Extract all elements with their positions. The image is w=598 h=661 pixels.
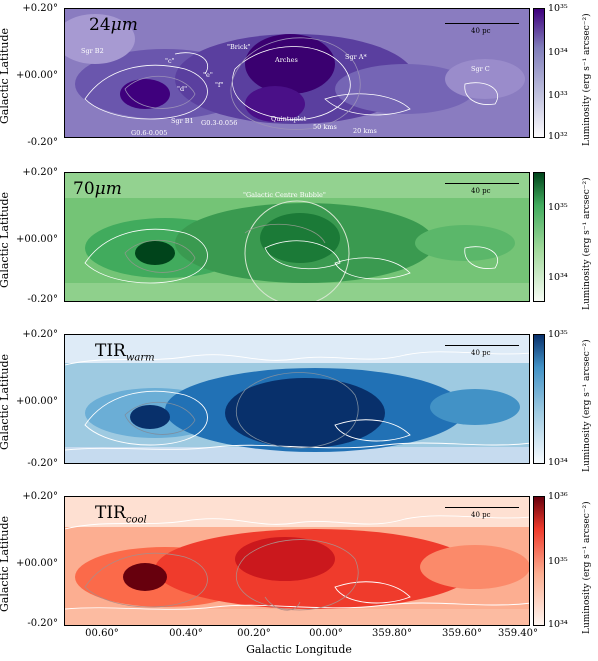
annotation-sgr-b1: Sgr B1: [171, 117, 194, 125]
annotation-f: "f": [215, 81, 224, 89]
colorbar-24um: [533, 8, 545, 138]
cb-tick: 10³⁶: [548, 491, 568, 502]
xtick: 00.60°: [85, 628, 119, 639]
annotation-50kms: 50 kms: [313, 123, 337, 131]
annotation-20kms: 20 kms: [353, 127, 377, 135]
annotation-d: "d": [177, 85, 188, 93]
band-label: 24μm: [89, 15, 138, 35]
annotation-sgr-b2: Sgr B2: [81, 47, 104, 55]
scale-bar: [445, 23, 519, 24]
ytick-top: +0.20°: [22, 167, 58, 178]
ytick-mid: +00.00°: [15, 396, 58, 407]
ytick-mid: +00.00°: [15, 234, 58, 245]
ytick-top: +0.20°: [22, 329, 58, 340]
ytick-bottom: -0.20°: [27, 137, 58, 148]
annotation-g0.3: G0.3-0.056: [201, 119, 238, 127]
ytick-bottom: -0.20°: [27, 618, 58, 629]
cb-tick: 10³²: [548, 131, 568, 142]
cb-tick: 10³⁴: [548, 619, 568, 630]
scale-bar-label: 40 pc: [471, 349, 491, 357]
cb-tick: 10³⁴: [548, 457, 568, 468]
cb-tick: 10³⁵: [548, 556, 568, 567]
scale-bar: [445, 183, 519, 184]
annotation-gc-bubble: "Galactic Centre Bubble": [243, 191, 326, 199]
ytick-top: +0.20°: [22, 491, 58, 502]
ytick-mid: +00.00°: [15, 558, 58, 569]
annotation-quintuplet: Quintuplet: [271, 115, 307, 123]
map-tir-warm-image: [65, 335, 529, 463]
colorbar-label: Luminosity (erg s⁻¹ arcsec⁻²): [582, 13, 592, 146]
y-axis-label: Galactic Latitude: [0, 191, 11, 288]
x-axis-label: Galactic Longitude: [246, 643, 352, 656]
ytick-mid: +00.00°: [15, 70, 58, 81]
ytick-top: +0.20°: [22, 3, 58, 14]
band-label: TIRwarm: [95, 341, 155, 364]
y-axis-label: Galactic Latitude: [0, 353, 11, 450]
scale-bar-label: 40 pc: [471, 27, 491, 35]
scale-bar-label: 40 pc: [471, 187, 491, 195]
colorbar-label: Luminosity (erg s⁻¹ arcsec⁻²): [582, 501, 592, 634]
colorbar-tir-cool: [533, 496, 545, 626]
scale-bar: [445, 507, 519, 508]
band-label: 70μm: [73, 179, 122, 199]
annotation-c: "c": [165, 57, 175, 65]
map-tir-cool: TIRcool 40 pc: [64, 496, 530, 626]
colorbar-70um: [533, 172, 545, 302]
y-axis-label: Galactic Latitude: [0, 515, 11, 612]
cb-tick: 10³⁵: [548, 202, 568, 213]
cb-tick: 10³⁴: [548, 272, 568, 283]
ytick-bottom: -0.20°: [27, 294, 58, 305]
cb-tick: 10³⁵: [548, 329, 568, 340]
band-label: TIRcool: [95, 503, 147, 526]
ytick-bottom: -0.20°: [27, 458, 58, 469]
xtick: 359.40°: [498, 628, 538, 639]
map-tir-warm: TIRwarm 40 pc: [64, 334, 530, 464]
cb-tick: 10³⁴: [548, 47, 568, 58]
colorbar-label: Luminosity (erg s⁻¹ arcsec⁻²): [582, 177, 592, 310]
annotation-g0.6: G0.6-0.005: [131, 129, 168, 137]
annotation-sgr-a: Sgr A*: [345, 53, 367, 61]
xtick: 00.20°: [237, 628, 271, 639]
annotation-brick: "Brick": [227, 43, 251, 51]
colorbar-label: Luminosity (erg s⁻¹ arcsec⁻²): [582, 339, 592, 472]
map-70um: 70μm 40 pc "Galactic Centre Bubble": [64, 172, 530, 302]
annotation-e: "e": [203, 71, 213, 79]
xtick: 359.60°: [442, 628, 482, 639]
map-tir-cool-image: [65, 497, 529, 625]
cb-tick: 10³⁵: [548, 3, 568, 14]
xtick: 00.00°: [309, 628, 343, 639]
annotation-arches: Arches: [275, 56, 298, 64]
map-70um-image: [65, 173, 529, 301]
annotation-sgr-c: Sgr C: [471, 65, 490, 73]
xtick: 00.40°: [169, 628, 203, 639]
map-24um: 24μm 40 pc Sgr B2 Sgr B1 G0.6-0.005 "Bri…: [64, 8, 530, 138]
scale-bar-label: 40 pc: [471, 511, 491, 519]
map-24um-image: [65, 9, 529, 137]
xtick: 359.80°: [372, 628, 412, 639]
scale-bar: [445, 345, 519, 346]
y-axis-label: Galactic Latitude: [0, 27, 11, 124]
cb-tick: 10³³: [548, 90, 568, 101]
colorbar-tir-warm: [533, 334, 545, 464]
